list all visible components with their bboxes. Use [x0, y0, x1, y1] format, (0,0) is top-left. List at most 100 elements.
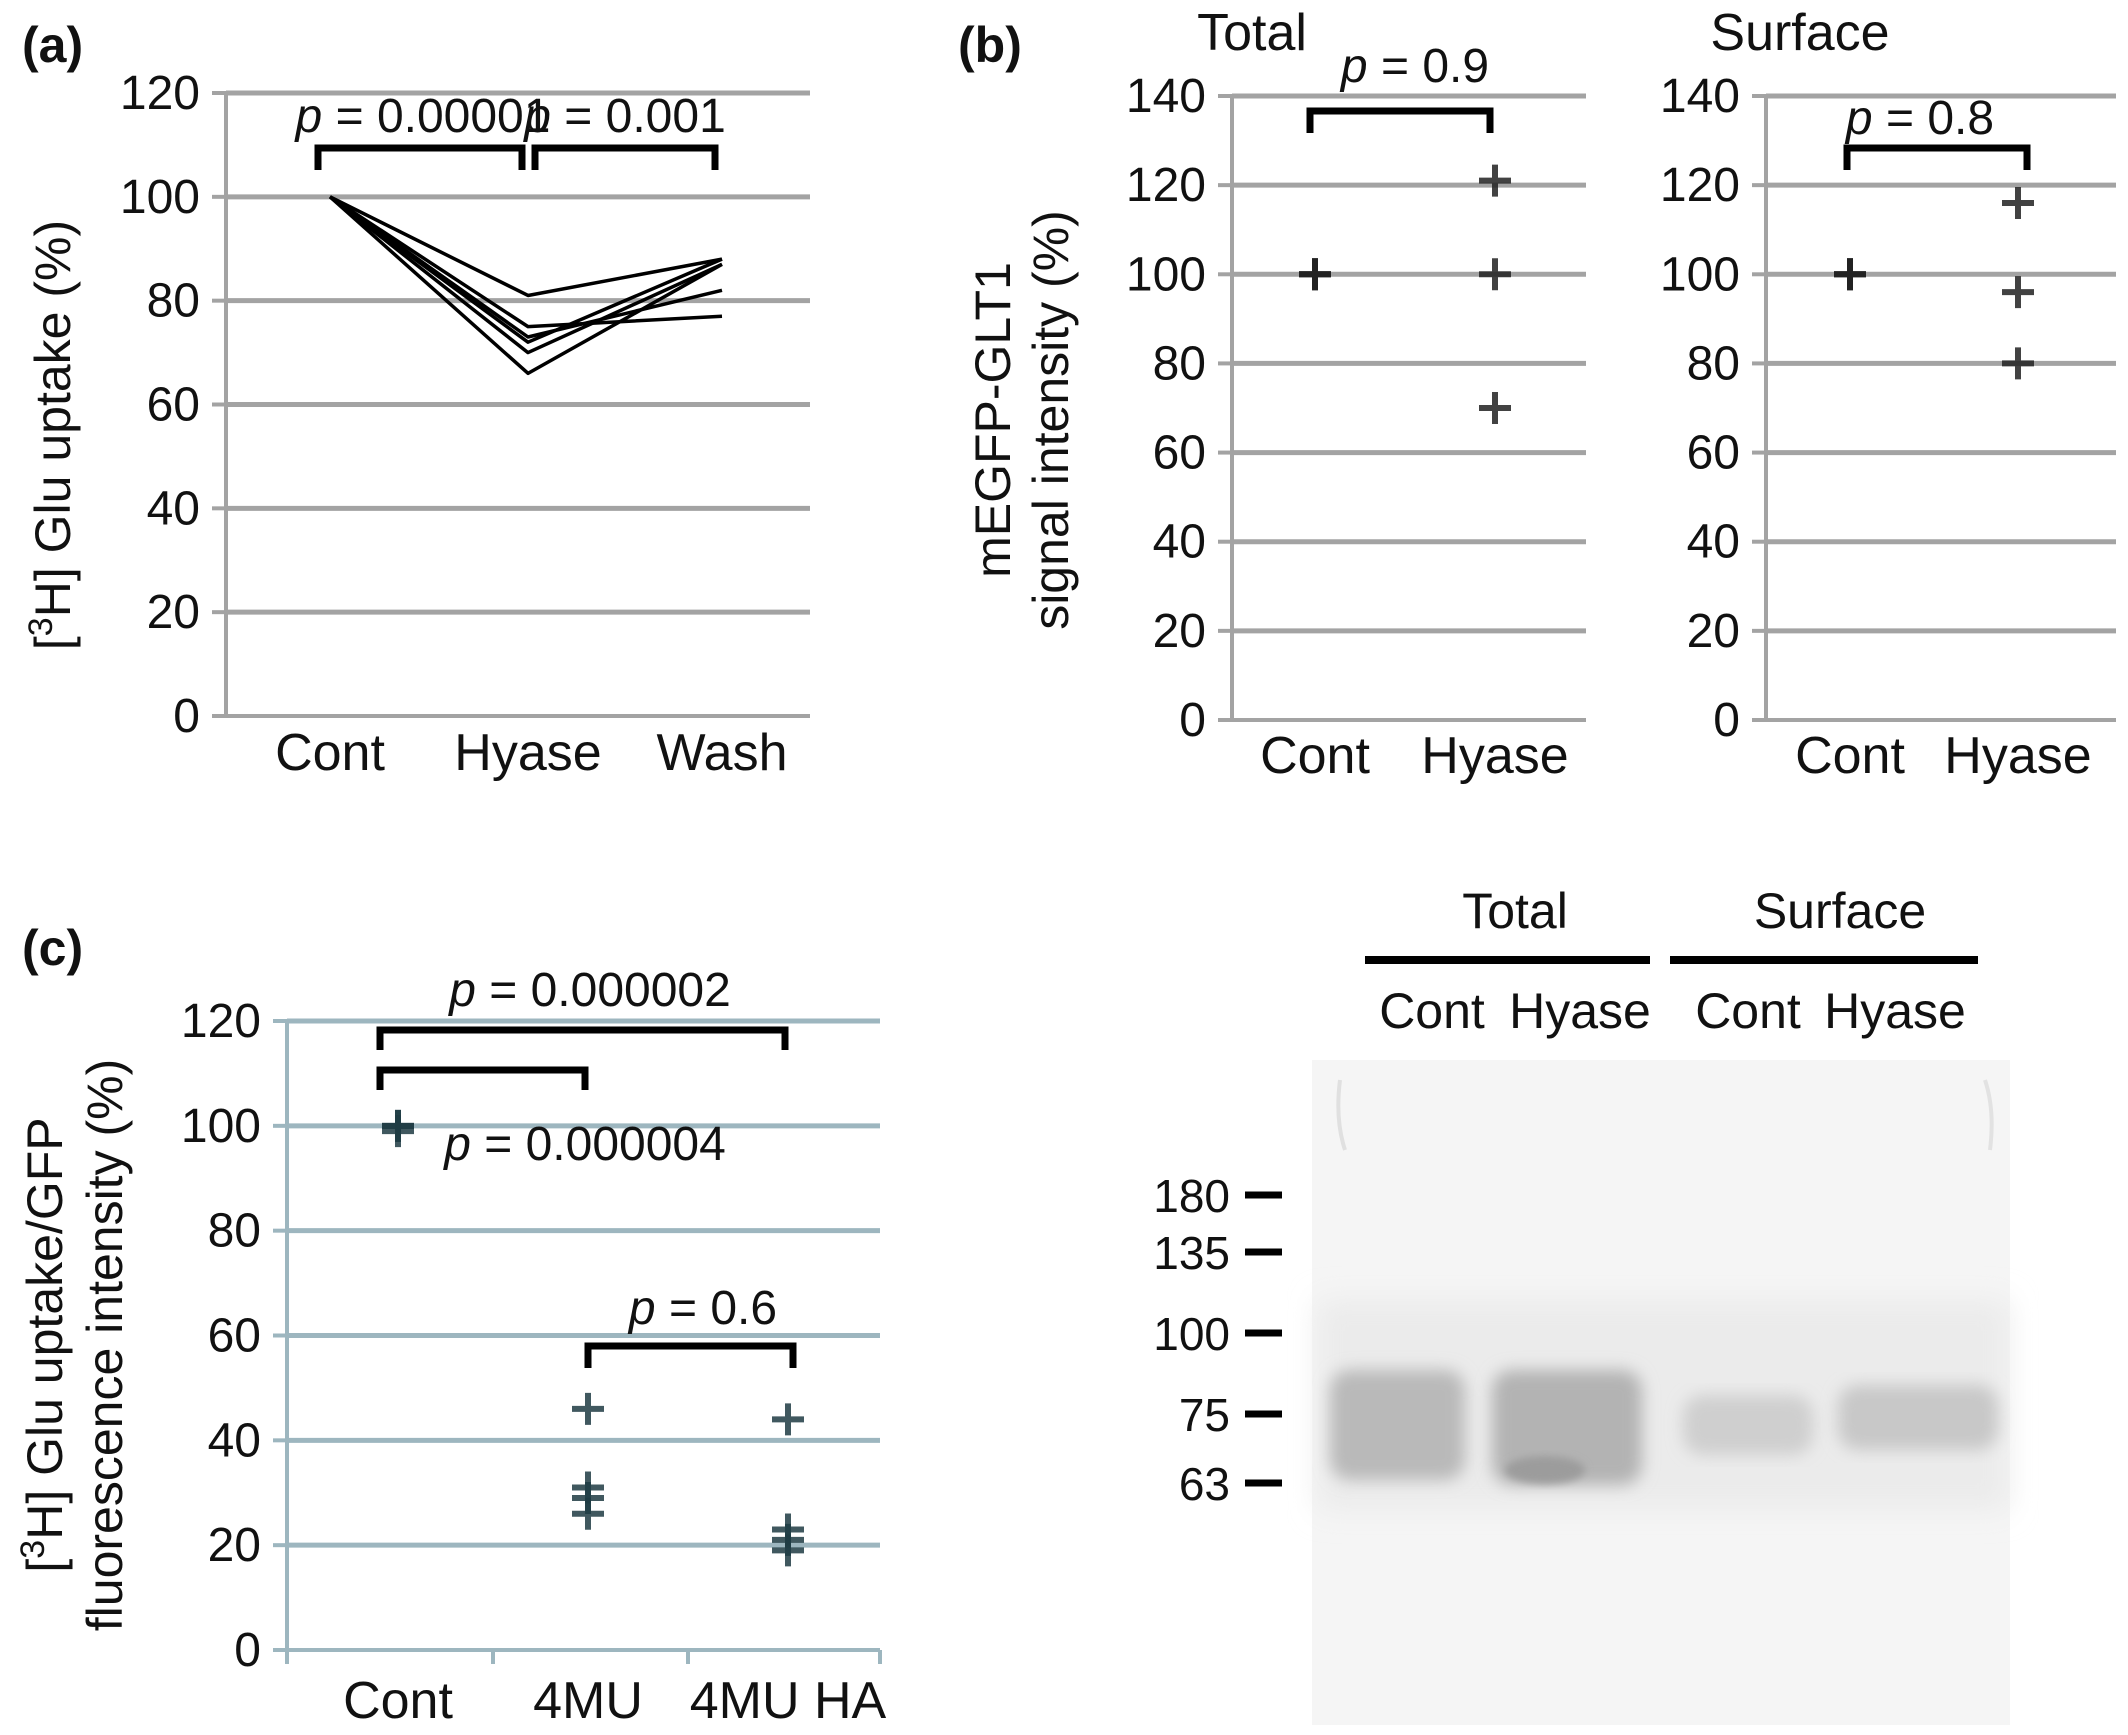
panel-c-significance-bracket [376, 1026, 789, 1050]
panel-b-surface-axis [1752, 94, 2116, 722]
panel-a-y-tick-label: 60 [147, 379, 200, 432]
panel-b-total-points [1299, 164, 1511, 424]
panel-b-surface-y-tick-label: 80 [1687, 337, 1740, 390]
panel-a-x-tick-label: Wash [657, 724, 788, 782]
panel-a-y-ticks: 0 20 40 60 80 100 120 [120, 67, 200, 743]
panel-b-total-x-ticks: Cont Hyase [1260, 727, 1569, 785]
panel-b-surface-x-tick-label: Hyase [1944, 727, 2091, 785]
p-value: = 0.6 [656, 1282, 777, 1335]
panel-b-surface-significance-bracket [1843, 144, 2031, 170]
panel-b-surface-x-tick-label: Cont [1795, 727, 1905, 785]
panel-c-data-point [382, 1109, 414, 1142]
panel-a-y-tick-label: 80 [147, 275, 200, 328]
panel-b-total-y-tick-label: 80 [1153, 337, 1206, 390]
p-value: = 0.00001 [322, 90, 550, 143]
panel-b-surface-y-tick-label: 0 [1713, 694, 1740, 747]
blot-mw-label: 63 [1179, 1458, 1230, 1510]
panel-a-p-value-label: p = 0.001 [522, 90, 726, 143]
panel-c-p-value-label: p = 0.6 [627, 1282, 777, 1335]
blot-mw-label: 75 [1179, 1389, 1230, 1441]
panel-a-x-tick-label: Cont [275, 724, 385, 782]
panel-b-surface-y-ticks: 0 20 40 60 80 100 120 140 [1660, 70, 1740, 747]
blot-band-total-hyase [1492, 1370, 1642, 1485]
panel-c-y-tick-label: 80 [208, 1205, 261, 1258]
panel-b-total-y-tick-label: 120 [1126, 159, 1206, 212]
panel-b-total-y-ticks: 0 20 40 60 80 100 120 140 [1126, 70, 1206, 747]
panel-b-surface-points [1834, 186, 2034, 380]
panel-c-p-value-label: p = 0.000002 [447, 964, 731, 1017]
panel-a-y-axis-label: [3H] Glu uptake (%) [22, 220, 81, 650]
panel-c-data-point [772, 1534, 804, 1567]
blot-band-surface-hyase [1838, 1385, 1998, 1450]
panel-b-total-x-tick-label: Hyase [1421, 727, 1568, 785]
panel-a-significance-bracket [314, 144, 526, 170]
panel-c-y-axis-label-line1: [3H] Glu uptake/GFP [14, 1117, 73, 1572]
panel-b-total-annotations: p = 0.9 [1306, 40, 1494, 133]
panel-b-y-axis-label-line2: signal intensity (%) [1023, 210, 1079, 630]
p-value: = 0.000004 [471, 1118, 726, 1171]
panel-c-y-ticks: 0 20 40 60 80 100 120 [181, 995, 261, 1677]
panel-b-total-data-point [1299, 258, 1331, 291]
panel-b-total-x-tick-label: Cont [1260, 727, 1370, 785]
p-symbol: p [442, 1118, 471, 1171]
panel-c-x-tick-label: 4MU HA [690, 1672, 887, 1730]
panel-c-y-label-part: H] Glu uptake/GFP [17, 1117, 73, 1539]
panel-b-total-p-value-label: p = 0.9 [1339, 40, 1489, 93]
panel-c-data-point [572, 1497, 604, 1530]
panel-a-series-line [328, 195, 723, 344]
panel-c-label: (c) [22, 920, 83, 976]
panel-c-y-axis-label-line2: fluorescence intensity (%) [77, 1059, 133, 1631]
panel-a-axis [212, 91, 810, 718]
panel-b-total-y-tick-label: 40 [1153, 516, 1206, 569]
panel-b-total-y-tick-label: 100 [1126, 248, 1206, 301]
panel-b-surface-y-tick-label: 20 [1687, 605, 1740, 658]
panel-b-surface-y-tick-label: 140 [1660, 70, 1740, 123]
panel-b-y-axis-label-line1: mEGFP-GLT1 [965, 262, 1021, 578]
panel-a-y-tick-label: 20 [147, 586, 200, 639]
panel-a-series-line [328, 195, 723, 339]
panel-b-total-significance-bracket [1306, 107, 1494, 133]
blot-group-label-total: Total [1462, 883, 1568, 939]
p-value: = 0.000002 [476, 964, 731, 1017]
blot-lane-label: Cont [1379, 983, 1485, 1039]
panel-b-surface-y-tick-label: 60 [1687, 427, 1740, 480]
panel-a-p-value-label: p = 0.00001 [294, 90, 551, 143]
panel-a-label: (a) [22, 17, 83, 73]
panel-a-y-tick-label: 120 [120, 67, 200, 120]
blot-band-dark-spot [1505, 1456, 1585, 1484]
panel-c-y-label-part: [ [17, 1559, 73, 1573]
blot-artifact [1983, 1079, 1994, 1151]
panel-c-y-tick-label: 100 [181, 1100, 261, 1153]
p-symbol: p [1339, 40, 1368, 93]
panel-b-total-y-tick-label: 140 [1126, 70, 1206, 123]
blot-band-total-cont [1330, 1370, 1465, 1480]
panel-b-total-y-tick-label: 20 [1153, 605, 1206, 658]
panel-c-x-tick-label: 4MU [533, 1672, 643, 1730]
blot-artifact [1336, 1079, 1347, 1151]
blot-lane-label: Hyase [1509, 983, 1651, 1039]
panel-c-points [382, 1109, 804, 1567]
p-symbol: p [627, 1282, 656, 1335]
panel-b-surface-y-tick-label: 100 [1660, 248, 1740, 301]
panel-c-x-ticks: Cont 4MU 4MU HA [343, 1672, 886, 1730]
panel-a-y-tick-label: 40 [147, 482, 200, 535]
panel-c-significance-bracket [584, 1342, 797, 1368]
p-symbol: p [1844, 92, 1873, 145]
panel-a-line-chart: (a) [3H] Glu uptake (%) 020406080100120 … [22, 17, 810, 782]
panel-c-p-value-label: p = 0.000004 [442, 1118, 726, 1171]
panel-a-series-line [329, 195, 723, 298]
panel-c-y-tick-label: 0 [234, 1624, 261, 1677]
panel-a-y-label-part: [ [25, 636, 81, 650]
blot-mw-label: 100 [1153, 1308, 1230, 1360]
panel-a-y-tick-label: 100 [120, 171, 200, 224]
panel-b-label: (b) [958, 17, 1022, 73]
p-value: = 0.9 [1368, 40, 1489, 93]
blot-mw-label: 135 [1153, 1227, 1230, 1279]
panel-b-total-grid [1232, 93, 1586, 634]
panel-b-surface-grid [1766, 93, 2116, 634]
panel-b-total-y-tick-label: 60 [1153, 427, 1206, 480]
